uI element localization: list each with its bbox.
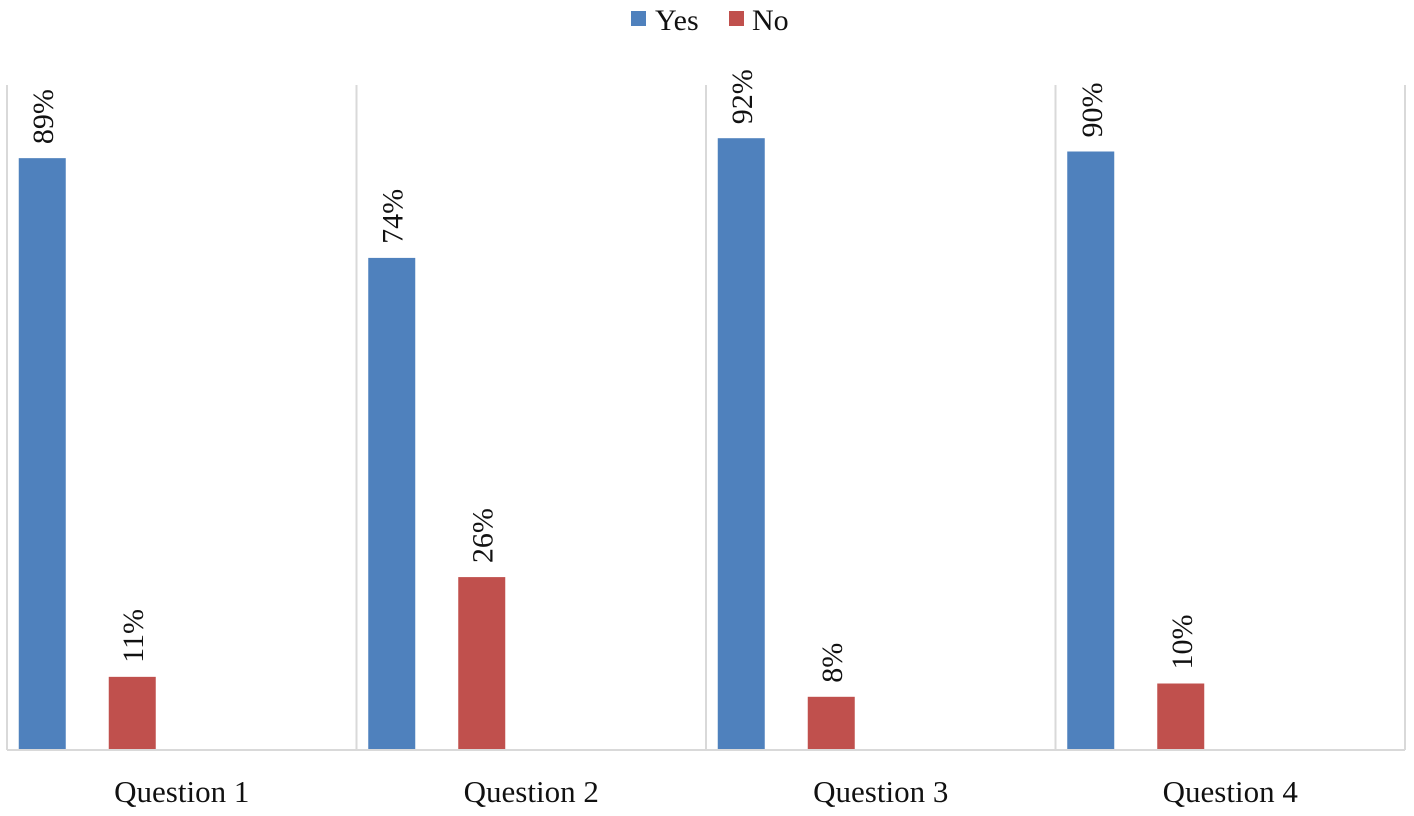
legend-label-yes: Yes xyxy=(655,4,699,37)
bar-no-4 xyxy=(1157,683,1205,750)
value-label-yes-1: 89% xyxy=(27,89,60,144)
value-label-no-4: 10% xyxy=(1166,615,1199,670)
bar-yes-1 xyxy=(18,158,66,750)
category-label-3: Question 3 xyxy=(813,774,948,809)
legend-swatch-no xyxy=(729,11,744,26)
bars xyxy=(18,138,1205,750)
legend-label-no: No xyxy=(752,4,789,37)
value-label-yes-3: 92% xyxy=(726,69,759,124)
legend: Yes No xyxy=(631,4,789,37)
value-label-yes-4: 90% xyxy=(1076,83,1109,138)
value-label-no-3: 8% xyxy=(816,643,849,683)
bar-no-3 xyxy=(807,696,855,750)
value-label-no-2: 26% xyxy=(467,508,500,563)
bar-yes-2 xyxy=(368,257,416,750)
value-label-no-1: 11% xyxy=(117,609,150,663)
category-separators xyxy=(6,85,1406,750)
bar-no-2 xyxy=(458,577,506,750)
category-label-4: Question 4 xyxy=(1163,774,1299,809)
category-label-1: Question 1 xyxy=(114,774,249,809)
category-label-2: Question 2 xyxy=(464,774,599,809)
value-label-yes-2: 74% xyxy=(377,189,410,244)
bar-yes-4 xyxy=(1067,151,1115,750)
value-labels: 89% 11% 74% 26% 92% 8% 90% 10% xyxy=(27,69,1199,683)
bar-yes-3 xyxy=(717,138,765,750)
legend-swatch-yes xyxy=(631,11,646,26)
bar-no-1 xyxy=(108,676,156,750)
category-labels: Question 1 Question 2 Question 3 Question 4 xyxy=(114,774,1298,809)
